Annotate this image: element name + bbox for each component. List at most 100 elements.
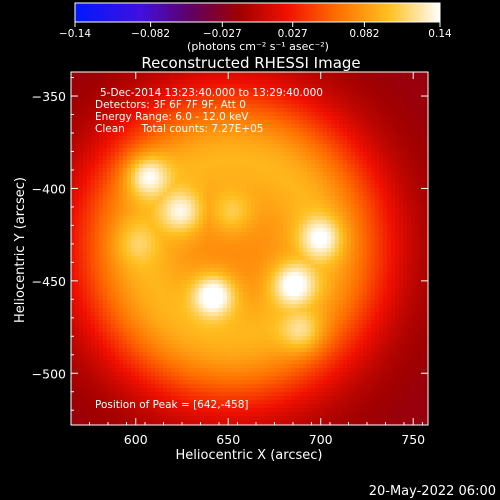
heatmap-cell [95,144,100,149]
heatmap-cell [115,208,120,213]
heatmap-cell [347,112,352,117]
heatmap-cell [255,252,260,257]
heatmap-cell [383,116,388,121]
heatmap-cell [307,192,312,197]
heatmap-cell [399,124,404,129]
heatmap-cell [219,72,224,77]
heatmap-cell [119,220,124,225]
heatmap-cell [115,156,120,161]
heatmap-cell [251,288,256,293]
heatmap-cell [303,108,308,113]
heatmap-cell [143,284,148,289]
heatmap-cell [135,128,140,133]
heatmap-cell [215,72,220,77]
heatmap-cell [375,176,380,181]
heatmap-cell [119,228,124,233]
heatmap-cell [399,100,404,105]
heatmap-cell [251,92,256,97]
heatmap-cell [87,152,92,157]
heatmap-cell [223,140,228,145]
heatmap-cell [119,168,124,173]
heatmap-cell [159,160,164,165]
heatmap-cell [199,244,204,249]
heatmap-cell [135,252,140,257]
heatmap-cell [287,84,292,89]
heatmap-cell [351,108,356,113]
heatmap-cell [419,220,424,225]
heatmap-cell [203,204,208,209]
heatmap-cell [271,256,276,261]
heatmap-cell [211,116,216,121]
heatmap-cell [399,136,404,141]
heatmap-cell [163,224,168,229]
heatmap-cell [307,148,312,153]
heatmap-cell [363,264,368,269]
heatmap-cell [79,188,84,193]
heatmap-cell [423,192,428,197]
heatmap-cell [287,176,292,181]
heatmap-cell [135,288,140,293]
heatmap-cell [115,240,120,245]
heatmap-cell [111,248,116,253]
heatmap-cell [359,104,364,109]
heatmap-cell [371,120,376,125]
heatmap-cell [127,256,132,261]
heatmap-cell [131,76,136,81]
heatmap-cell [95,136,100,141]
heatmap-cell [267,228,272,233]
heatmap-cell [375,260,380,265]
heatmap-cell [111,152,116,157]
heatmap-cell [199,148,204,153]
heatmap-cell [247,280,252,285]
heatmap-cell [259,136,264,141]
heatmap-cell [163,232,168,237]
heatmap-cell [131,272,136,277]
heatmap-cell [195,268,200,273]
heatmap-cell [75,292,80,297]
heatmap-cell [223,244,228,249]
heatmap-cell [351,172,356,177]
heatmap-cell [79,132,84,137]
heatmap-cell [355,232,360,237]
heatmap-cell [75,116,80,121]
heatmap-cell [339,84,344,89]
heatmap-cell [211,100,216,105]
heatmap-cell [91,152,96,157]
heatmap-cell [107,264,112,269]
heatmap-cell [195,284,200,289]
heatmap-cell [323,100,328,105]
heatmap-cell [291,168,296,173]
heatmap-cell [191,104,196,109]
heatmap-cell [99,172,104,177]
heatmap-cell [355,192,360,197]
heatmap-cell [419,224,424,229]
heatmap-cell [275,84,280,89]
heatmap-cell [163,284,168,289]
heatmap-cell [239,260,244,265]
heatmap-cell [115,128,120,133]
heatmap-cell [195,200,200,205]
heatmap-cell [407,124,412,129]
heatmap-cell [243,104,248,109]
heatmap-cell [135,164,140,169]
heatmap-cell [371,252,376,257]
heatmap-cell [411,228,416,233]
heatmap-cell [215,124,220,129]
heatmap-cell [387,152,392,157]
heatmap-cell [167,240,172,245]
heatmap-cell [79,292,84,297]
heatmap-cell [131,260,136,265]
heatmap-cell [299,252,304,257]
heatmap-cell [147,184,152,189]
heatmap-cell [239,152,244,157]
heatmap-cell [371,284,376,289]
heatmap-cell [119,264,124,269]
heatmap-cell [347,236,352,241]
heatmap-cell [363,220,368,225]
heatmap-cell [119,124,124,129]
heatmap-cell [155,276,160,281]
heatmap-cell [83,120,88,125]
heatmap-cell [175,240,180,245]
heatmap-cell [287,132,292,137]
heatmap-cell [323,160,328,165]
